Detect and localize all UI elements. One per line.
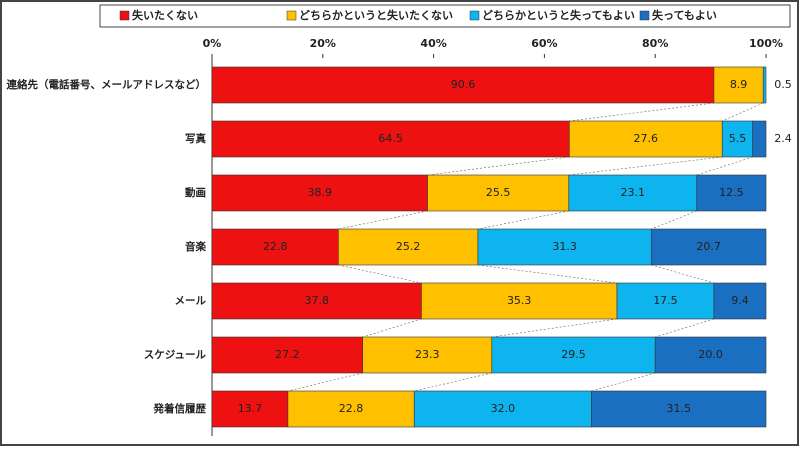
bar-segment [338, 228, 479, 266]
legend-label: どちらかというと失ってもよい [482, 8, 635, 22]
bar-segment [421, 282, 618, 320]
bar-segment [211, 120, 570, 158]
bar-segment [721, 120, 754, 158]
connector [287, 372, 363, 392]
value-label: 0.5 [774, 78, 792, 91]
bar-segment [696, 174, 767, 212]
connector [568, 156, 723, 176]
connector [655, 318, 715, 338]
value-label: 17.5 [653, 294, 678, 307]
value-label: 22.8 [339, 402, 364, 415]
x-tick-label: 100% [749, 37, 783, 50]
category-label: 動画 [185, 186, 206, 199]
value-label: 20.0 [698, 348, 723, 361]
value-label: 31.5 [666, 402, 691, 415]
value-label: 38.9 [308, 186, 333, 199]
bar-segment [287, 390, 415, 428]
bar-segment [362, 336, 493, 374]
value-label: 9.4 [731, 294, 749, 307]
legend-label: 失ってもよい [652, 8, 717, 22]
value-label: 27.6 [634, 132, 659, 145]
value-label: 8.9 [730, 78, 748, 91]
bar-segment [762, 66, 767, 104]
value-label: 20.7 [696, 240, 721, 253]
legend-label: どちらかというと失いたくない [299, 8, 453, 22]
value-label: 31.3 [552, 240, 577, 253]
connector [477, 264, 618, 284]
bar-segment [211, 336, 363, 374]
bar-segment [752, 120, 767, 158]
value-label: 5.5 [729, 132, 747, 145]
connector [651, 264, 715, 284]
value-label: 29.5 [561, 348, 586, 361]
connector [696, 156, 753, 176]
category-label: 音楽 [185, 240, 206, 253]
x-tick-label: 80% [642, 37, 668, 50]
bar-segment [491, 336, 656, 374]
value-label: 37.8 [304, 294, 329, 307]
legend-swatch [119, 10, 130, 21]
connector [362, 318, 422, 338]
bar-segment [651, 228, 767, 266]
value-label: 25.2 [396, 240, 421, 253]
bar-segment [211, 390, 289, 428]
connector [338, 264, 422, 284]
value-label: 22.8 [263, 240, 288, 253]
bar-segment [211, 66, 715, 104]
bar-segment [616, 282, 715, 320]
connector [569, 102, 714, 122]
category-label: スケジュール [144, 349, 207, 361]
connector [651, 210, 697, 230]
legend-swatch [469, 10, 480, 21]
bar-segment [654, 336, 767, 374]
bar-segment [413, 390, 592, 428]
legend-swatch [286, 10, 297, 21]
bar-segment [427, 174, 570, 212]
category-label: メール [175, 295, 207, 307]
x-tick-label: 20% [310, 37, 336, 50]
legend-box [99, 4, 791, 28]
value-label: 12.5 [719, 186, 744, 199]
value-label: 2.4 [774, 132, 792, 145]
bar-segment [211, 228, 339, 266]
category-label: 連絡先（電話番号、メールアドレスなど） [7, 78, 207, 91]
value-label: 23.3 [415, 348, 440, 361]
bar-segment [713, 66, 764, 104]
legend-swatch [639, 10, 650, 21]
value-label: 23.1 [621, 186, 646, 199]
connector [477, 210, 569, 230]
connector [491, 318, 618, 338]
value-label: 25.5 [486, 186, 511, 199]
bar-segment [477, 228, 652, 266]
x-tick-label: 40% [420, 37, 446, 50]
connector [722, 102, 764, 122]
value-label: 64.5 [378, 132, 403, 145]
connector [591, 372, 656, 392]
value-label: 90.6 [451, 78, 476, 91]
bar-segment [211, 282, 422, 320]
x-tick-label: 0% [203, 37, 222, 50]
bar-segment [569, 120, 723, 158]
connector [414, 372, 492, 392]
value-label: 27.2 [275, 348, 300, 361]
legend-label: 失いたくない [132, 8, 198, 22]
connector [427, 156, 570, 176]
connector [338, 210, 428, 230]
value-label: 32.0 [491, 402, 516, 415]
bar-segment [591, 390, 767, 428]
category-label: 発着信履歴 [153, 402, 207, 415]
bar-segment [713, 282, 767, 320]
bar-segment [568, 174, 698, 212]
x-tick-label: 60% [531, 37, 557, 50]
value-label: 13.7 [238, 402, 263, 415]
value-label: 35.3 [507, 294, 532, 307]
category-label: 写真 [185, 132, 206, 145]
